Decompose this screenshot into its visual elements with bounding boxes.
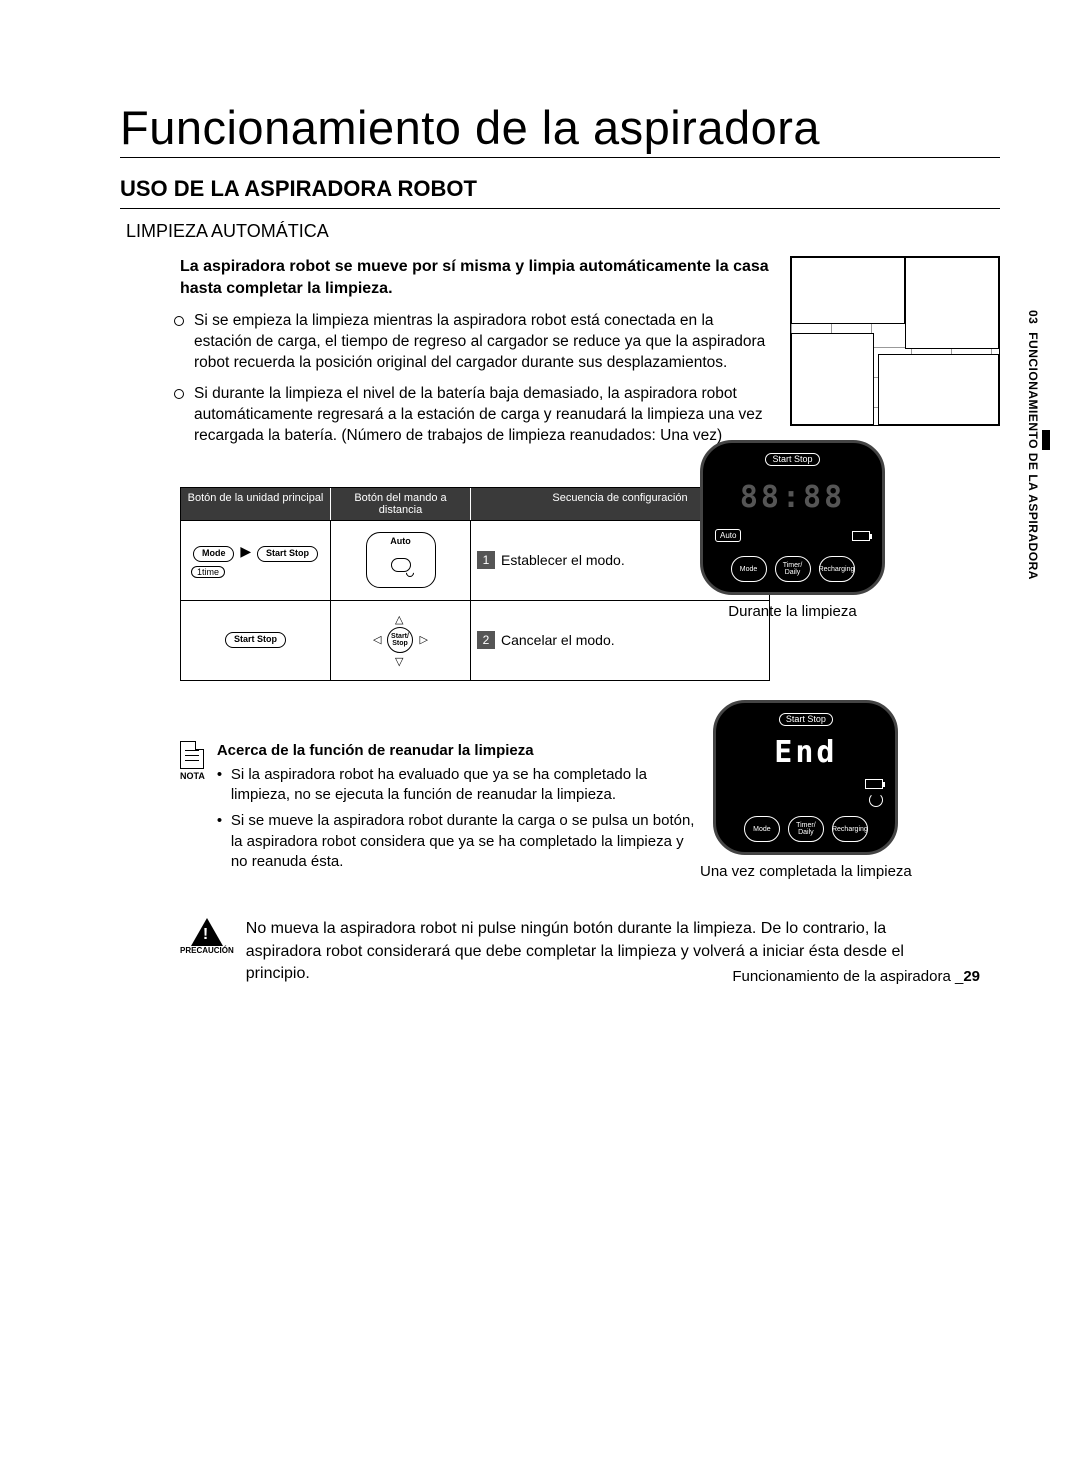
recharge-icon (869, 793, 883, 807)
cell-remote-2: △▽◁▷ Start/ Stop (331, 601, 471, 680)
dpad-center-label: Start/ Stop (387, 627, 413, 653)
page-footer: Funcionamiento de la aspiradora _29 (732, 968, 980, 985)
remote-auto-icon: Auto (366, 532, 436, 588)
panel-mode-btn: Mode (731, 556, 767, 582)
page-title: Funcionamiento de la aspiradora (120, 100, 1000, 158)
note-block: NOTA Acerca de la función de reanudar la… (180, 741, 700, 879)
display-panel-end: Start Stop End Mode Timer/ Daily Recharg… (713, 700, 898, 855)
side-tab-number: 03 (1026, 310, 1040, 324)
note-item-2: Si se mueve la aspiradora robot durante … (217, 811, 700, 872)
table-header: Botón de la unidad principal Botón del m… (181, 488, 769, 520)
start-stop-button-icon: Start Stop (225, 632, 286, 648)
battery-icon (865, 779, 883, 789)
panel-auto-chip: Auto (715, 529, 741, 542)
display-panel-cleaning: Start Stop 88:88 Auto Mode Timer/ Daily … (700, 440, 885, 595)
start-stop-button-icon: Start Stop (257, 546, 318, 562)
table-row: Start Stop △▽◁▷ Start/ Stop 2 Cancelar e… (181, 600, 769, 680)
caution-label: PRECAUCIÓN (180, 946, 234, 955)
cell-main-2: Start Stop (181, 601, 331, 680)
note-label: NOTA (180, 771, 205, 781)
panel-recharge-btn: Recharging (832, 816, 868, 842)
floorplan-illustration (790, 256, 1000, 426)
panel-timer-btn: Timer/ Daily (775, 556, 811, 582)
footer-text: Funcionamiento de la aspiradora _ (732, 968, 963, 985)
cell-main-1: Mode ▶ Start Stop 1time (181, 521, 331, 600)
auto-label: Auto (390, 536, 411, 546)
panel-end-text: End (774, 735, 837, 770)
bullet-1: Si se empieza la limpieza mientras la as… (180, 311, 770, 374)
cell-remote-1: Auto (331, 521, 471, 600)
page-number: 29 (963, 968, 980, 985)
note-item-1: Si la aspiradora robot ha evaluado que y… (217, 765, 700, 806)
th-remote: Botón del mando a distancia (331, 488, 471, 520)
battery-icon (852, 531, 870, 541)
note-heading: Acerca de la función de reanudar la limp… (217, 741, 700, 761)
side-tab-label: FUNCIONAMIENTO DE LA ASPIRADORA (1026, 332, 1040, 580)
panel-recharge-btn: Recharging (819, 556, 855, 582)
mode-button-icon: Mode (193, 546, 235, 562)
arrow-icon: ▶ (240, 543, 251, 559)
side-tab: 03 FUNCIONAMIENTO DE LA ASPIRADORA (1026, 310, 1040, 580)
note-icon (180, 741, 204, 769)
step-number-1: 1 (477, 551, 495, 569)
side-bar-marker (1042, 430, 1050, 450)
bullet-2: Si durante la limpieza el nivel de la ba… (180, 384, 770, 447)
table-row: Mode ▶ Start Stop 1time Auto 1 Establece… (181, 520, 769, 600)
config-table: Botón de la unidad principal Botón del m… (180, 487, 770, 681)
lead-text: La aspiradora robot se mueve por sí mism… (180, 256, 770, 299)
th-main-unit: Botón de la unidad principal (181, 488, 331, 520)
caution-icon (191, 918, 223, 946)
section-title: USO DE LA ASPIRADORA ROBOT (120, 176, 1000, 209)
step-text-2: Cancelar el modo. (501, 632, 615, 648)
panel-digits: 88:88 (740, 480, 845, 515)
panel-start-stop: Start Stop (765, 453, 819, 466)
panel2-caption: Una vez completada la limpieza (700, 863, 912, 880)
dpad-icon: △▽◁▷ Start/ Stop (373, 613, 428, 668)
panel1-caption: Durante la limpieza (728, 603, 856, 620)
subsection-title: LIMPIEZA AUTOMÁTICA (126, 221, 1000, 242)
panel-mode-btn: Mode (744, 816, 780, 842)
onetime-label: 1time (191, 566, 225, 578)
step-number-2: 2 (477, 631, 495, 649)
step-text-1: Establecer el modo. (501, 552, 625, 568)
panel-timer-btn: Timer/ Daily (788, 816, 824, 842)
panel-start-stop: Start Stop (779, 713, 833, 726)
